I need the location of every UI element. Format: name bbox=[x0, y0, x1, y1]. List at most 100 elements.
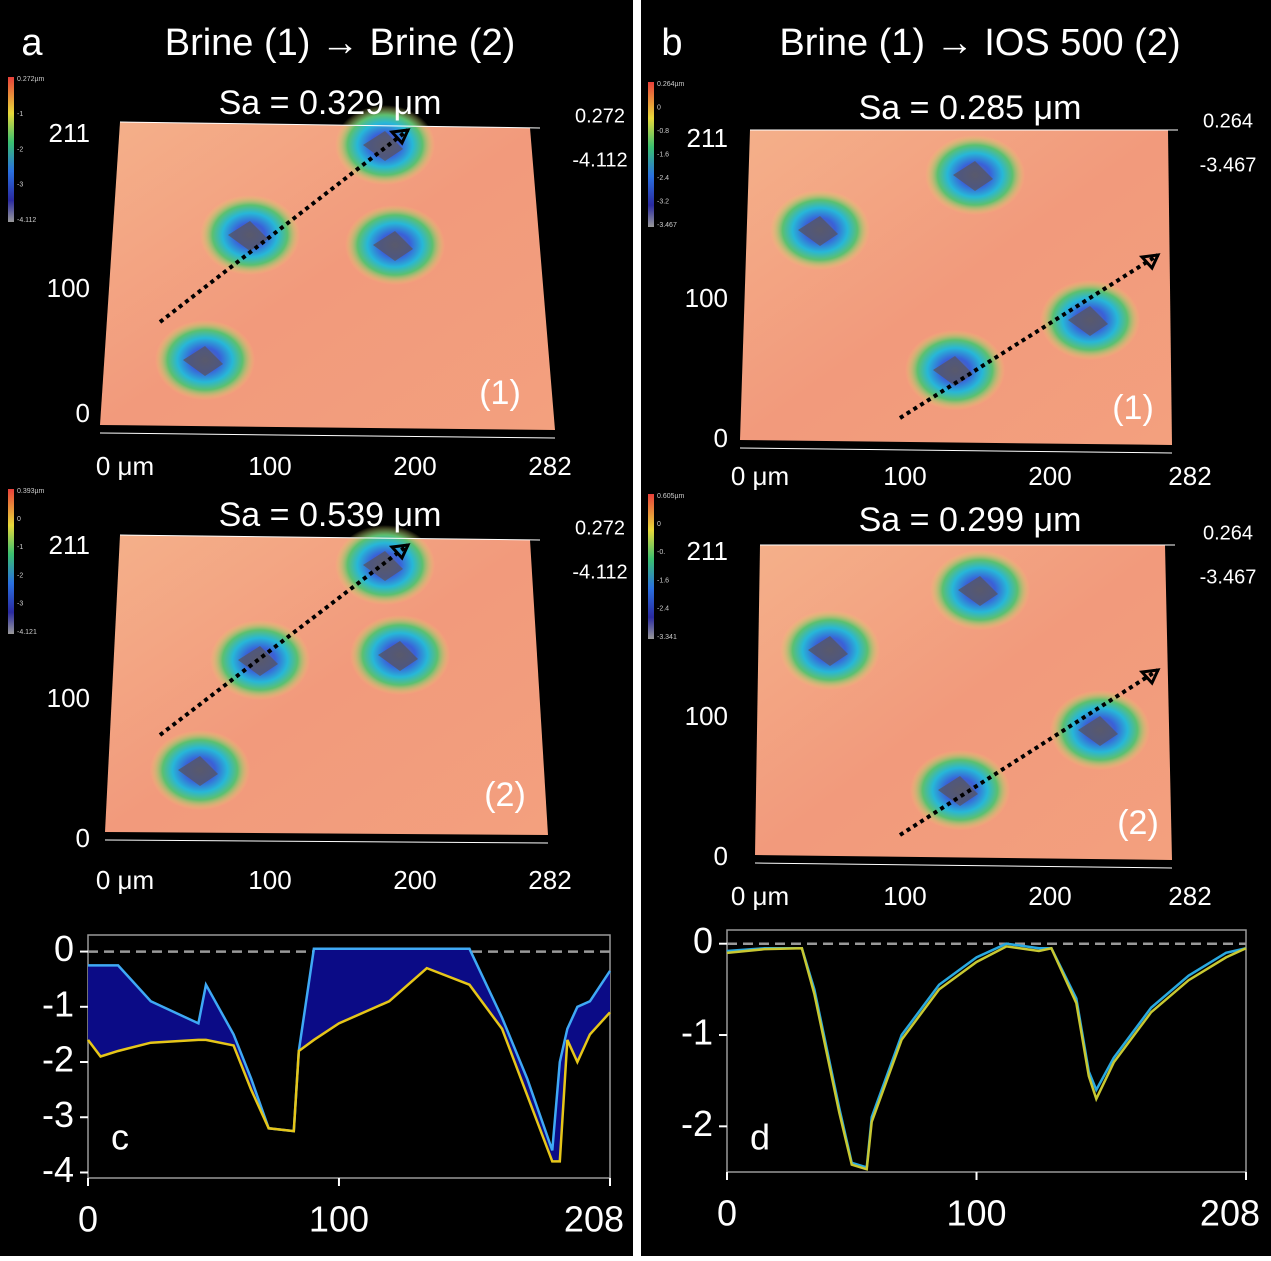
surface-tag: (1) bbox=[479, 374, 521, 412]
panel-title: Brine (1) → IOS 500 (2) bbox=[779, 22, 1180, 64]
profile-line bbox=[88, 947, 612, 1151]
x-axis-label: 0 μm bbox=[731, 881, 789, 911]
colorbar-label: -3.2 bbox=[657, 198, 669, 205]
axis-line bbox=[104, 839, 549, 844]
x-axis-label: 282 bbox=[528, 451, 571, 481]
indent-pit bbox=[183, 346, 223, 376]
panel-label: a bbox=[21, 22, 43, 64]
profile-line bbox=[726, 945, 1247, 1171]
indent-pit bbox=[228, 221, 268, 251]
colorbar-label: -4.121 bbox=[17, 629, 37, 636]
roughness-label: Sa = 0.285 μm bbox=[859, 89, 1082, 127]
axis-line bbox=[119, 121, 541, 129]
x-axis-label: 200 bbox=[1028, 461, 1071, 491]
y-axis-label: 0 bbox=[714, 423, 728, 453]
y-tick-label: -1 bbox=[42, 983, 74, 1024]
colorbar-label: -0. bbox=[657, 549, 665, 556]
indent-pit bbox=[178, 756, 218, 786]
indent-pit bbox=[798, 216, 838, 246]
indent-pit bbox=[938, 776, 978, 806]
x-axis-label: 100 bbox=[883, 881, 926, 911]
axis-line bbox=[754, 862, 1173, 869]
colorbar-label: -3.467 bbox=[657, 222, 677, 229]
x-tick-label: 208 bbox=[1200, 1193, 1260, 1234]
arrow-head bbox=[1138, 668, 1161, 686]
y-axis-label: 0 bbox=[76, 398, 90, 428]
indent-pit bbox=[1068, 306, 1108, 336]
colorbar-label: 0 bbox=[657, 521, 661, 528]
scale-min: -3.467 bbox=[1200, 154, 1257, 176]
x-axis-label: 200 bbox=[1028, 881, 1071, 911]
scale-max: 0.264 bbox=[1203, 522, 1253, 544]
colorbar-label: -1 bbox=[17, 544, 23, 551]
colorbar-label: 0 bbox=[657, 104, 661, 111]
y-axis-label: 100 bbox=[685, 701, 728, 731]
scale-max: 0.264 bbox=[1203, 110, 1253, 132]
arrow-head bbox=[388, 128, 411, 146]
scale-max: 0.272 bbox=[575, 517, 625, 539]
y-axis-label: 100 bbox=[685, 283, 728, 313]
indent-pit bbox=[363, 551, 403, 581]
colorbar-label: 0.393µm bbox=[17, 488, 45, 495]
y-tick-label: -2 bbox=[42, 1039, 74, 1080]
plot-frame bbox=[726, 929, 1247, 1173]
scale-min: -3.467 bbox=[1200, 566, 1257, 588]
colorbar-label: 0.264µm bbox=[657, 81, 685, 88]
surface-tag: (1) bbox=[1112, 389, 1154, 427]
indent-pit bbox=[378, 641, 418, 671]
surface-tag: (2) bbox=[484, 776, 526, 814]
y-axis-label: 211 bbox=[687, 536, 728, 566]
x-axis-label: 282 bbox=[528, 865, 571, 895]
colorbar-label: -1.6 bbox=[657, 577, 669, 584]
roughness-label: Sa = 0.539 μm bbox=[219, 496, 442, 534]
panel-title: Brine (1) → Brine (2) bbox=[165, 22, 516, 64]
x-axis-label: 0 μm bbox=[96, 451, 154, 481]
colorbar-label: -2 bbox=[17, 572, 23, 579]
scale-max: 0.272 bbox=[575, 105, 625, 127]
profile-line bbox=[87, 966, 611, 1163]
colorbar bbox=[8, 77, 14, 222]
y-axis-label: 0 bbox=[714, 841, 728, 871]
scale-min: -4.112 bbox=[572, 561, 627, 583]
colorbar-label: -3 bbox=[17, 182, 23, 189]
colorbar-label: -3 bbox=[17, 601, 23, 608]
x-axis-label: 0 μm bbox=[731, 461, 789, 491]
colorbar bbox=[648, 82, 654, 227]
scale-min: -4.112 bbox=[572, 149, 627, 171]
arrow-head bbox=[388, 543, 411, 561]
x-axis-label: 100 bbox=[248, 451, 291, 481]
colorbar-label: -2 bbox=[17, 146, 23, 153]
x-axis-label: 200 bbox=[393, 451, 436, 481]
x-tick-label: 0 bbox=[717, 1193, 737, 1234]
indent-pit bbox=[363, 131, 403, 161]
colorbar-label: 0.605µm bbox=[657, 493, 685, 500]
indent-pit bbox=[958, 576, 998, 606]
indent-pit bbox=[808, 636, 848, 666]
y-axis-label: 211 bbox=[687, 123, 728, 153]
y-axis-label: 100 bbox=[47, 683, 90, 713]
y-axis-label: 0 bbox=[76, 823, 90, 853]
y-tick-label: 0 bbox=[54, 928, 74, 969]
y-tick-label: 0 bbox=[693, 920, 713, 961]
arrow-head bbox=[1138, 253, 1161, 271]
indent-pit bbox=[373, 231, 413, 261]
x-tick-label: 100 bbox=[309, 1199, 369, 1240]
colorbar-label: -3.341 bbox=[657, 634, 677, 641]
profile-arrow bbox=[898, 253, 1160, 420]
roughness-label: Sa = 0.329 μm bbox=[219, 84, 442, 122]
colorbar bbox=[648, 494, 654, 639]
difference-area bbox=[88, 948, 610, 1162]
colorbar-label: -0.8 bbox=[657, 128, 669, 135]
x-axis-label: 100 bbox=[883, 461, 926, 491]
colorbar bbox=[8, 489, 14, 634]
indent-pit bbox=[1078, 716, 1118, 746]
y-tick-label: -2 bbox=[681, 1103, 713, 1144]
x-tick-label: 100 bbox=[946, 1193, 1006, 1234]
y-axis-label: 211 bbox=[49, 530, 90, 560]
panel-label: b bbox=[661, 22, 682, 64]
chart-label: c bbox=[111, 1117, 129, 1158]
colorbar-label: -2.4 bbox=[657, 606, 669, 613]
indent-pit bbox=[953, 161, 993, 191]
colorbar-label: -1 bbox=[17, 111, 23, 118]
